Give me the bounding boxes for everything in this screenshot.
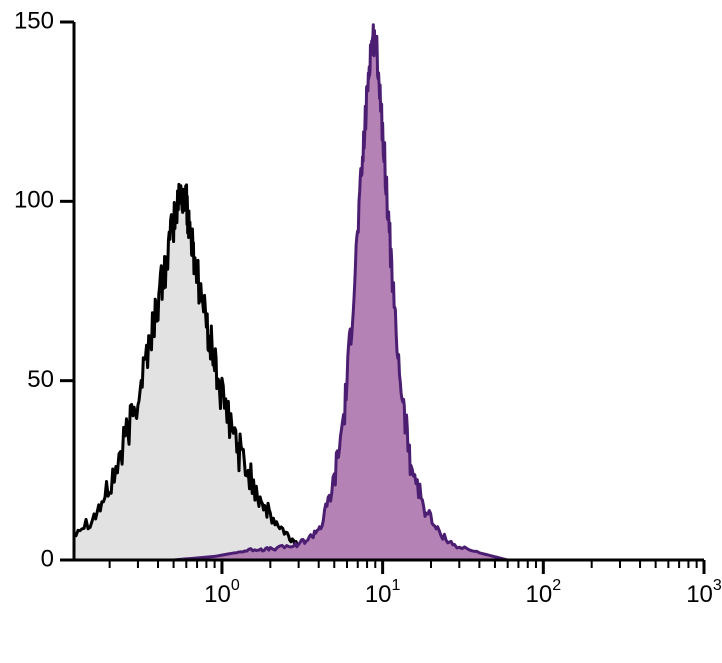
- svg-text:102: 102: [526, 577, 562, 608]
- svg-text:150: 150: [14, 7, 54, 34]
- svg-text:100: 100: [204, 577, 240, 608]
- svg-text:0: 0: [41, 545, 54, 572]
- chart-container: 0 50 100 150 100 101 102 103: [0, 0, 722, 658]
- histogram-chart: 0 50 100 150 100 101 102 103: [0, 0, 722, 658]
- svg-text:100: 100: [14, 187, 54, 214]
- svg-text:101: 101: [365, 577, 401, 608]
- svg-text:50: 50: [27, 366, 54, 393]
- svg-text:103: 103: [686, 577, 722, 608]
